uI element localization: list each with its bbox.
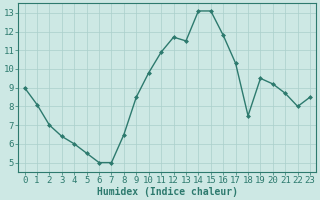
X-axis label: Humidex (Indice chaleur): Humidex (Indice chaleur) — [97, 186, 238, 197]
